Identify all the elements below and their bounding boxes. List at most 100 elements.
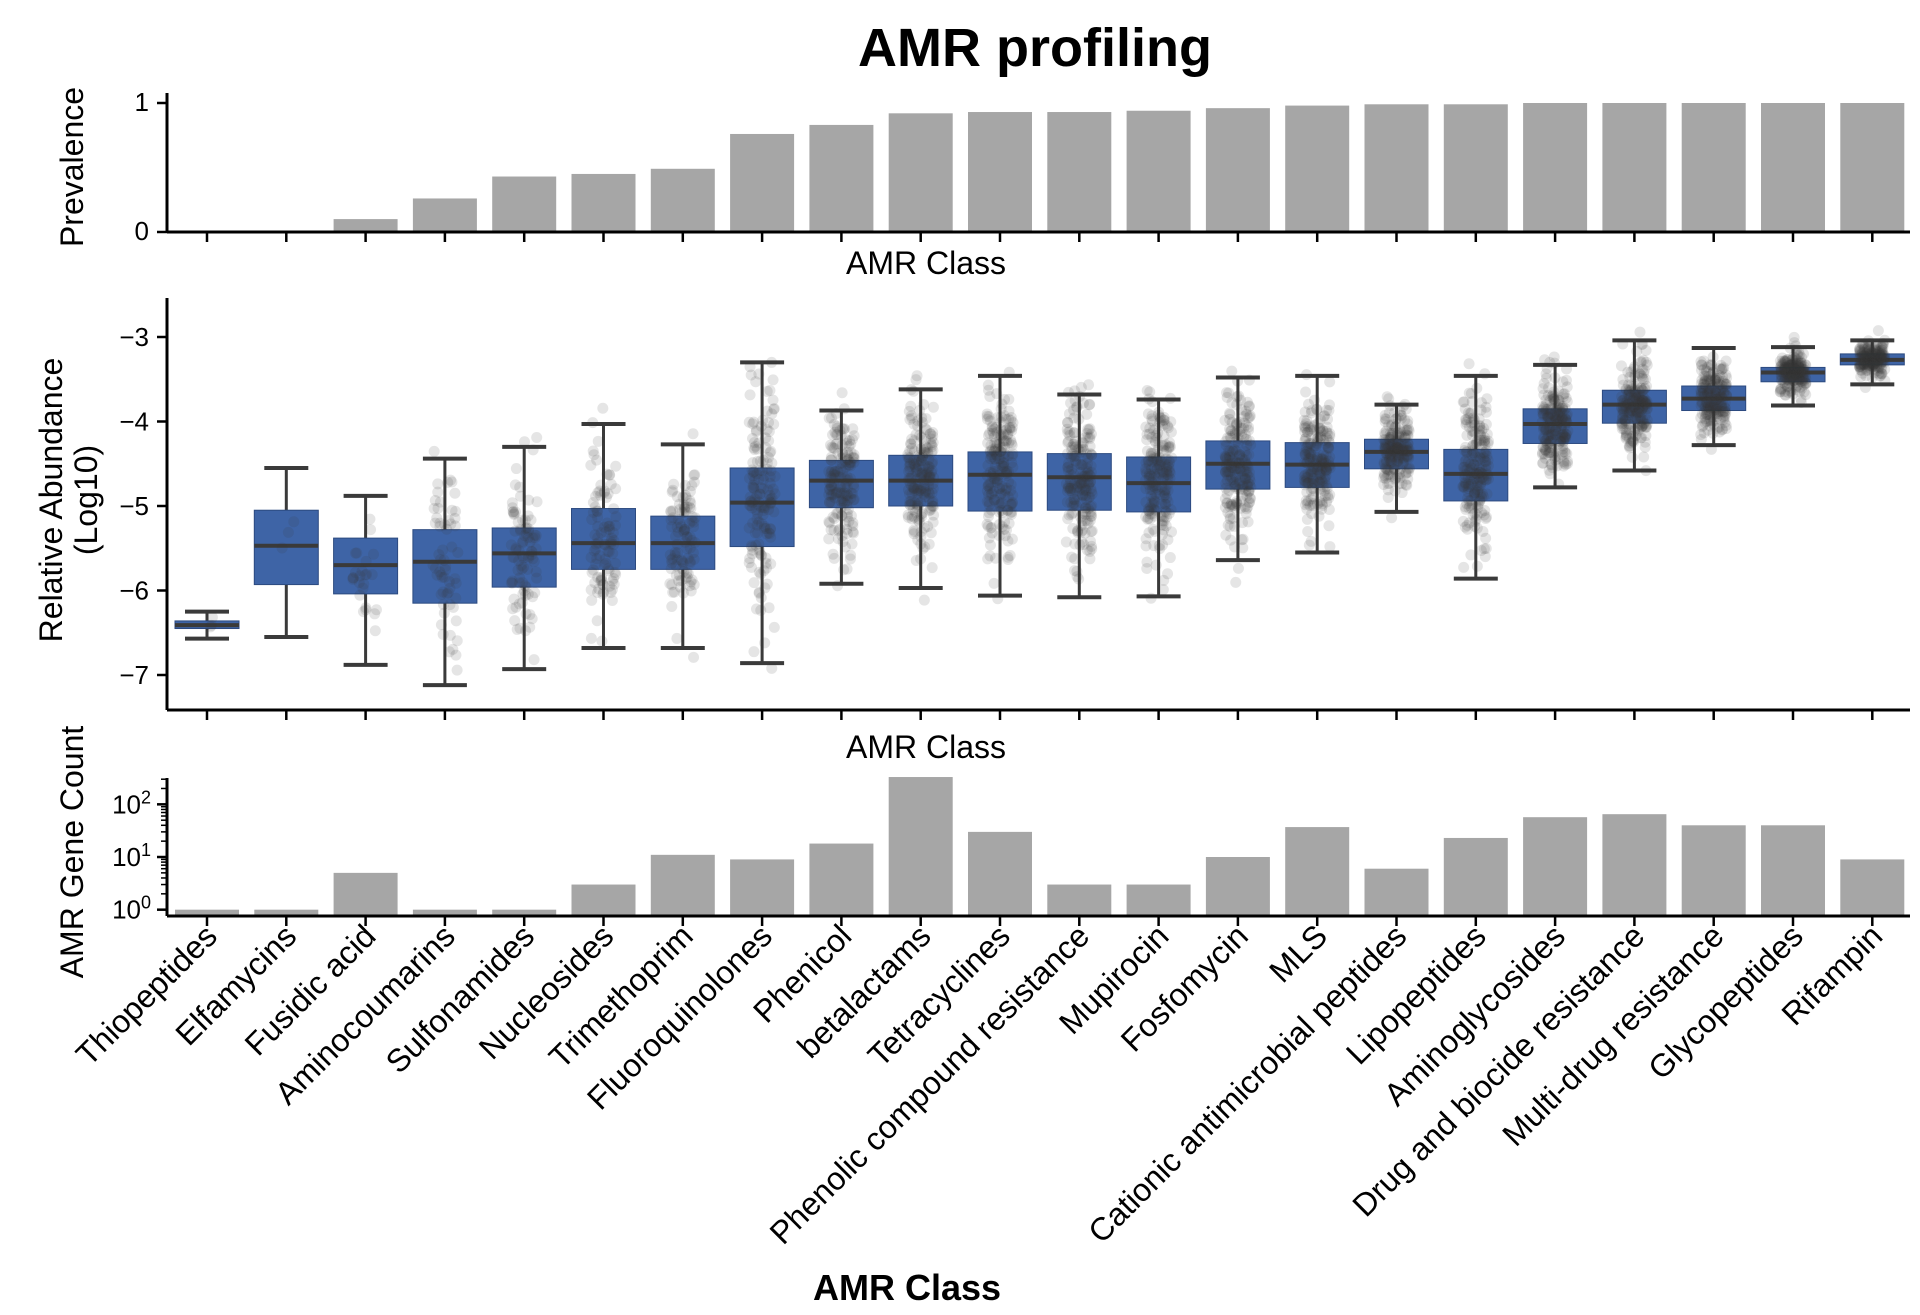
- abundance-point: [512, 564, 524, 576]
- abundance-point: [524, 621, 536, 633]
- abundance-point: [1469, 507, 1481, 519]
- abundance-point: [586, 513, 598, 525]
- abundance-point: [1775, 363, 1787, 375]
- abundance-point: [1793, 359, 1805, 371]
- abundance-point: [918, 446, 930, 458]
- abundance-point: [1392, 412, 1404, 424]
- abundance-point: [1629, 424, 1641, 436]
- abundance-point: [1224, 513, 1236, 525]
- abundance-point: [1875, 357, 1887, 369]
- abundance-point: [1143, 505, 1155, 517]
- abundance-point: [1062, 485, 1074, 497]
- abundance-point: [1468, 459, 1480, 471]
- abundance-point: [1696, 382, 1708, 394]
- abundance-point: [1160, 498, 1172, 510]
- abundance-point: [1160, 453, 1172, 465]
- abundance-point: [1394, 468, 1406, 480]
- abundance-point: [923, 475, 935, 487]
- abundance-point: [1475, 397, 1487, 409]
- abundance-point: [450, 505, 462, 517]
- abundance-point: [1775, 384, 1787, 396]
- abundance-point: [1401, 450, 1413, 462]
- abundance-point: [1227, 499, 1239, 511]
- abundance-point: [758, 565, 770, 577]
- abundance-point: [761, 424, 773, 436]
- abundance-point: [1627, 401, 1639, 413]
- prevalence-bar: [571, 173, 636, 232]
- abundance-point: [588, 545, 600, 557]
- abundance-point: [1876, 351, 1888, 363]
- abundance-point: [1085, 428, 1097, 440]
- abundance-point: [836, 510, 848, 522]
- abundance-point: [1623, 424, 1635, 436]
- abundance-point: [1700, 396, 1712, 408]
- abundance-point: [1316, 453, 1328, 465]
- abundance-point: [1140, 540, 1152, 552]
- abundance-point: [1871, 355, 1883, 367]
- abundance-point: [1555, 436, 1567, 448]
- abundance-point: [1299, 479, 1311, 491]
- abundance-point: [983, 532, 995, 544]
- abundance-point: [751, 513, 763, 525]
- abundance-point: [1709, 401, 1721, 413]
- abundance-point: [919, 491, 931, 503]
- abundance-point: [826, 472, 838, 484]
- gene-count-bar: [650, 854, 715, 916]
- abundance-point: [674, 517, 686, 529]
- abundance-point: [912, 479, 924, 491]
- abundance-point: [1480, 474, 1492, 486]
- abundance-point: [1856, 350, 1868, 362]
- abundance-point: [1630, 392, 1642, 404]
- abundance-point: [986, 527, 998, 539]
- abundance-point: [1703, 395, 1715, 407]
- abundance-point: [1719, 409, 1731, 421]
- abundance-point: [831, 421, 843, 433]
- abundance-point: [1791, 369, 1803, 381]
- abundance-point: [1709, 404, 1721, 416]
- abundance-point: [1082, 503, 1094, 515]
- abundance-point: [747, 470, 759, 482]
- abundance-point: [834, 523, 846, 535]
- abundance-point: [1796, 375, 1808, 387]
- abundance-point: [1631, 407, 1643, 419]
- abundance-point: [1863, 358, 1875, 370]
- abundance-point: [1299, 420, 1311, 432]
- abundance-point: [1084, 515, 1096, 527]
- abundance-point: [845, 492, 857, 504]
- abundance-point: [522, 563, 534, 575]
- abundance-point: [1779, 356, 1791, 368]
- abundance-point: [1538, 402, 1550, 414]
- abundance-point: [1003, 405, 1015, 417]
- abundance-point: [1787, 354, 1799, 366]
- abundance-point: [1711, 401, 1723, 413]
- abundance-point: [927, 427, 939, 439]
- abundance-point: [1715, 359, 1727, 371]
- abundance-point: [848, 478, 860, 490]
- abundance-point: [1305, 466, 1317, 478]
- abundance-point: [1777, 377, 1789, 389]
- abundance-point: [1705, 416, 1717, 428]
- abundance-point: [919, 423, 931, 435]
- abundance-point: [1637, 394, 1649, 406]
- abundance-point: [1869, 356, 1881, 368]
- abundance-point: [443, 515, 455, 527]
- abundance-point: [1399, 414, 1411, 426]
- abundance-point: [517, 588, 529, 600]
- abundance-point: [1068, 468, 1080, 480]
- abundance-point: [1384, 452, 1396, 464]
- abundance-point: [509, 479, 521, 491]
- abundance-point: [1003, 476, 1015, 488]
- abundance-point: [1781, 354, 1793, 366]
- abundance-point: [1616, 417, 1628, 429]
- abundance-point: [1629, 411, 1641, 423]
- abundance-point: [1379, 470, 1391, 482]
- abundance-point: [591, 553, 603, 565]
- abundance-point: [1380, 442, 1392, 454]
- abundance-point: [1713, 374, 1725, 386]
- abundance-point: [1154, 467, 1166, 479]
- abundance-point: [1140, 463, 1152, 475]
- abundance-point: [1558, 432, 1570, 444]
- abundance-point: [438, 554, 450, 566]
- abundance-point: [832, 507, 844, 519]
